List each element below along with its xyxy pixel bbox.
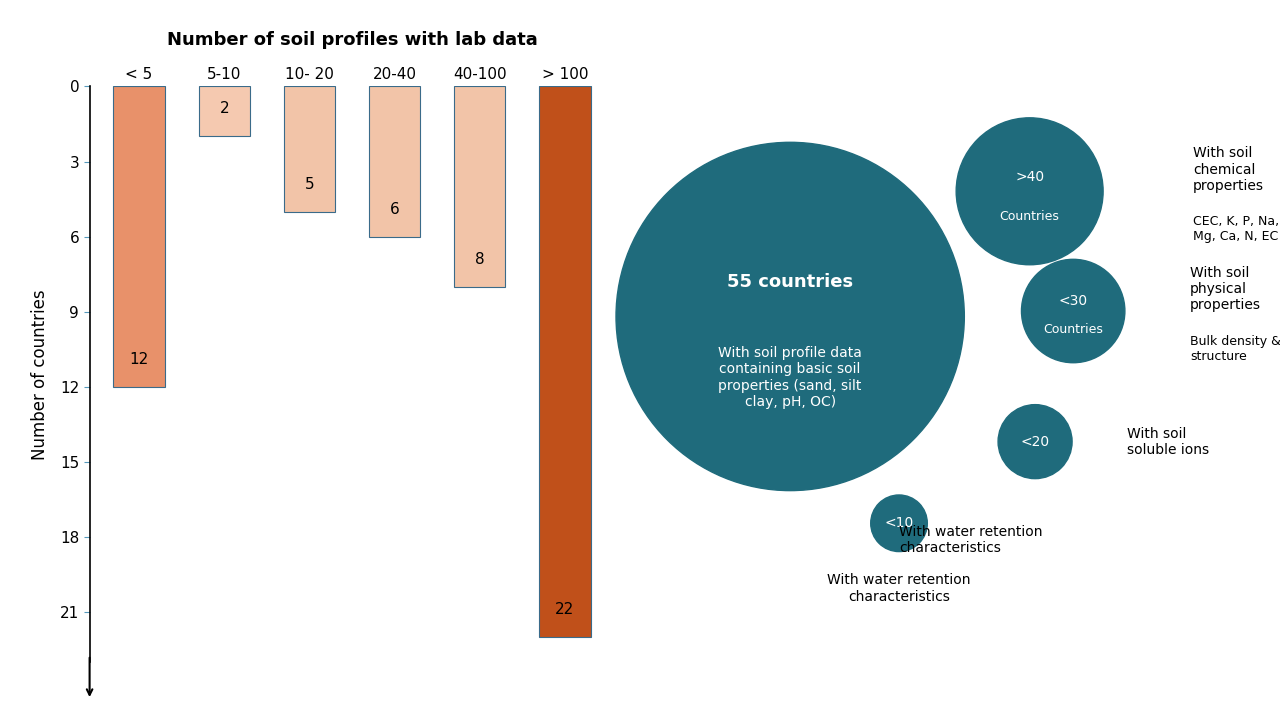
Text: <20: <20 [1020,435,1050,449]
Text: 5: 5 [305,176,314,192]
Text: <10: <10 [884,516,914,530]
Bar [284,86,335,212]
Text: With soil
chemical
properties: With soil chemical properties [1193,146,1263,193]
Text: Countries: Countries [1000,210,1060,223]
Text: 12: 12 [129,352,148,367]
Circle shape [870,495,927,552]
Text: 8: 8 [475,252,485,266]
Circle shape [1021,259,1125,363]
Text: With soil
soluble ions: With soil soluble ions [1126,426,1208,456]
Y-axis label: Number of countries: Number of countries [31,289,49,459]
Text: CEC, K, P, Na,
Mg, Ca, N, EC: CEC, K, P, Na, Mg, Ca, N, EC [1193,215,1279,243]
Bar [198,86,250,137]
Circle shape [998,405,1073,479]
Bar [454,86,506,287]
Text: <30: <30 [1059,294,1088,307]
Text: With water retention
characteristics: With water retention characteristics [827,573,970,603]
Circle shape [956,118,1103,265]
Text: With soil profile data
containing basic soil
properties (sand, silt
clay, pH, OC: With soil profile data containing basic … [718,346,863,409]
Text: 6: 6 [389,202,399,217]
Text: With soil
physical
properties: With soil physical properties [1190,266,1261,312]
Text: >40: >40 [1015,170,1044,184]
Bar [114,86,165,387]
Circle shape [616,143,964,490]
Bar [369,86,420,237]
Text: 55 countries: 55 countries [727,273,854,291]
Text: Bulk density &
structure: Bulk density & structure [1190,335,1280,363]
Text: 2: 2 [219,102,229,117]
Title: Number of soil profiles with lab data: Number of soil profiles with lab data [166,31,538,49]
Bar [539,86,590,637]
Text: 22: 22 [556,603,575,617]
Text: Countries: Countries [1043,323,1103,336]
Text: With water retention
characteristics: With water retention characteristics [899,524,1042,554]
